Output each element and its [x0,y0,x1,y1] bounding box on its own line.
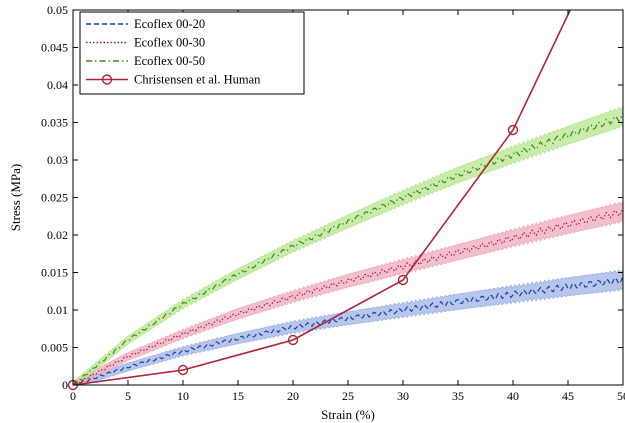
x-tick-label: 5 [125,389,131,403]
y-tick-label: 0.005 [41,341,68,355]
y-axis-label: Stress (MPa) [8,164,23,232]
marker-christensen-et-al-human [397,274,409,286]
legend-label: Ecoflex 00-50 [134,54,205,68]
band-ecoflex-00-20 [73,268,623,385]
legend-label: Christensen et al. Human [134,73,261,87]
x-tick-label: 25 [342,389,354,403]
y-tick-label: 0.01 [47,303,68,317]
plot-area: 0 5 10 15 20 25 30 35 40 45 50 0 0.005 0.01 0.015 0.02… [41,3,625,403]
legend-label: Ecoflex 00-30 [134,36,205,50]
y-tick-label: 0.05 [47,3,68,17]
legend-marker [101,74,113,85]
line-christensen-et-al-human [73,10,571,385]
x-tick-label: 15 [232,389,244,403]
marker-christensen-et-al-human [177,364,189,376]
x-axis-label: Strain (%) [321,407,375,422]
line-ecoflex-00-30 [73,208,623,385]
line-ecoflex-00-20 [73,276,623,385]
y-tick-label: 0.045 [41,41,68,55]
series-lines [73,10,623,385]
marker-christensen-et-al-human [287,334,299,346]
band-ecoflex-00-50 [73,105,623,385]
legend: Ecoflex 00-20 Ecoflex 00-30 Ecoflex 00-50 C… [79,11,305,95]
y-tick-label: 0 [62,378,68,392]
legend-label: Ecoflex 00-20 [134,17,205,31]
x-tick-label: 10 [177,389,189,403]
y-tick-label: 0.025 [41,191,68,205]
y-tick-label: 0.02 [47,228,68,242]
x-tick-label: 50 [617,389,625,403]
y-tick-label: 0.03 [47,153,68,167]
confidence-bands [73,105,623,385]
band-ecoflex-00-30 [73,200,623,385]
y-tick-label: 0.015 [41,266,68,280]
x-tick-label: 0 [70,389,76,403]
y-tick-label: 0.035 [41,116,68,130]
marker-christensen-et-al-human [507,124,519,136]
x-tick-label: 35 [452,389,464,403]
x-tick-label: 30 [397,389,409,403]
line-ecoflex-00-50 [73,113,623,385]
x-tick-label: 20 [287,389,299,403]
x-tick-label: 40 [507,389,519,403]
legend-box [79,11,305,95]
x-axis-ticks: 0 5 10 15 20 25 30 35 40 45 50 [70,10,625,403]
x-tick-label: 45 [562,389,574,403]
y-tick-label: 0.04 [47,78,68,92]
y-axis-ticks: 0 0.005 0.01 0.015 0.02 0.025 0.03 0.035 0.04 0.0… [41,3,623,392]
